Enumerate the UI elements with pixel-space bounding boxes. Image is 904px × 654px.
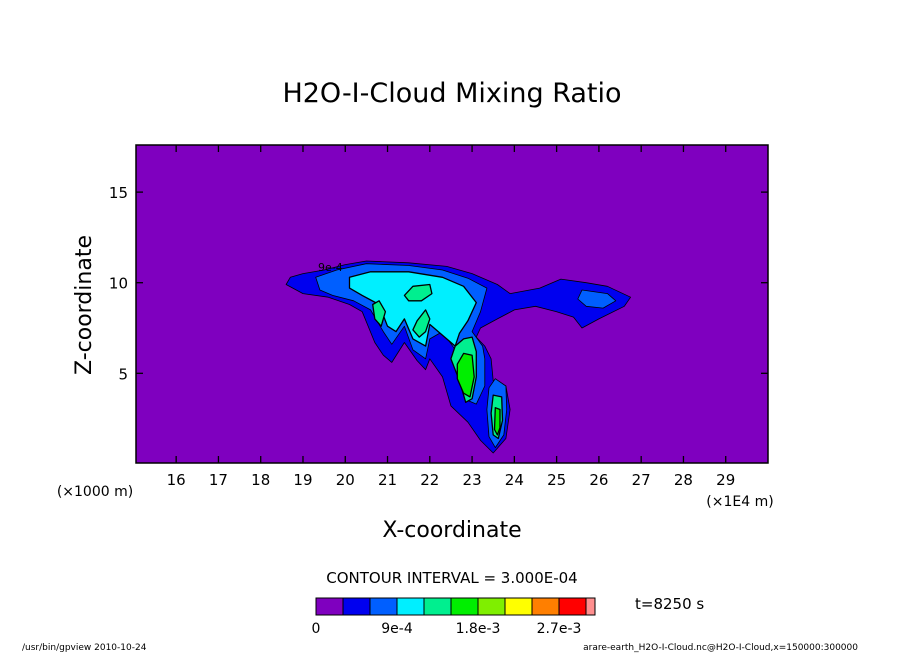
x-axis-ticks: 16 17 18 19 20 21 22 23 24 25 26 27 28 29 xyxy=(167,145,735,489)
x-scale-note: (×1E4 m) xyxy=(706,494,773,510)
x-tick-label: 19 xyxy=(293,471,312,489)
colorbar-swatch xyxy=(369,597,398,616)
time-label: t=8250 s xyxy=(635,595,704,613)
y-tick-label: 5 xyxy=(118,365,128,383)
footer-left: /usr/bin/gpview 2010-10-24 xyxy=(22,643,147,653)
x-tick-label: 23 xyxy=(463,471,482,489)
colorbar-swatch xyxy=(342,597,371,616)
plot-area: 9e-4 xyxy=(135,144,769,464)
x-tick-label: 27 xyxy=(632,471,651,489)
y-scale-note: (×1000 m) xyxy=(57,484,133,500)
colorbar-swatch xyxy=(585,597,596,616)
colorbar-swatch xyxy=(558,597,587,616)
colorbar-swatch xyxy=(450,597,479,616)
contour-line-label: 9e-4 xyxy=(318,261,343,274)
colorbar-tick-label: 0 xyxy=(312,621,321,637)
x-tick-label: 20 xyxy=(336,471,355,489)
contour-regions xyxy=(285,260,631,454)
cloud-core-mid xyxy=(412,309,431,338)
x-tick-label: 29 xyxy=(716,471,735,489)
colorbar-swatch xyxy=(477,597,506,616)
colorbar-swatch xyxy=(531,597,560,616)
cloud-anvil-tail xyxy=(577,289,617,309)
cloud-core-left xyxy=(372,300,387,327)
cloud-peak-upper xyxy=(456,352,475,398)
y-tick-label: 10 xyxy=(109,275,128,293)
x-tick-label: 28 xyxy=(674,471,693,489)
y-axis-ticks: 5 10 15 xyxy=(109,184,768,383)
x-tick-label: 25 xyxy=(547,471,566,489)
colorbar-tick-labels: 0 9e-4 1.8e-3 2.7e-3 xyxy=(312,621,582,637)
x-tick-label: 16 xyxy=(167,471,186,489)
colorbar-tick-label: 9e-4 xyxy=(381,621,413,637)
colorbar-tick-label: 2.7e-3 xyxy=(537,621,582,637)
x-tick-label: 22 xyxy=(420,471,439,489)
x-tick-label: 17 xyxy=(209,471,228,489)
contour-interval-text: CONTOUR INTERVAL = 3.000E-04 xyxy=(326,569,577,587)
chart-title: H2O-I-Cloud Mixing Ratio xyxy=(282,78,621,109)
x-tick-label: 21 xyxy=(378,471,397,489)
colorbar-swatch xyxy=(315,597,344,616)
colorbar-swatch xyxy=(396,597,425,616)
colorbar-tick-label: 1.8e-3 xyxy=(456,621,501,637)
y-axis-title: Z-coordinate xyxy=(72,235,97,375)
x-axis-title: X-coordinate xyxy=(382,518,521,543)
x-tick-label: 18 xyxy=(251,471,270,489)
footer-right: arare-earth_H2O-I-Cloud.nc@H2O-I-Cloud,x… xyxy=(583,643,858,653)
x-tick-label: 26 xyxy=(589,471,608,489)
cloud-core-top xyxy=(403,283,433,302)
plot-frame xyxy=(135,144,769,464)
colorbar xyxy=(315,597,596,616)
colorbar-swatch xyxy=(504,597,533,616)
x-tick-label: 24 xyxy=(505,471,524,489)
colorbar-swatch xyxy=(423,597,452,616)
cloud-peak-lower xyxy=(493,407,501,436)
y-tick-label: 15 xyxy=(109,184,128,202)
